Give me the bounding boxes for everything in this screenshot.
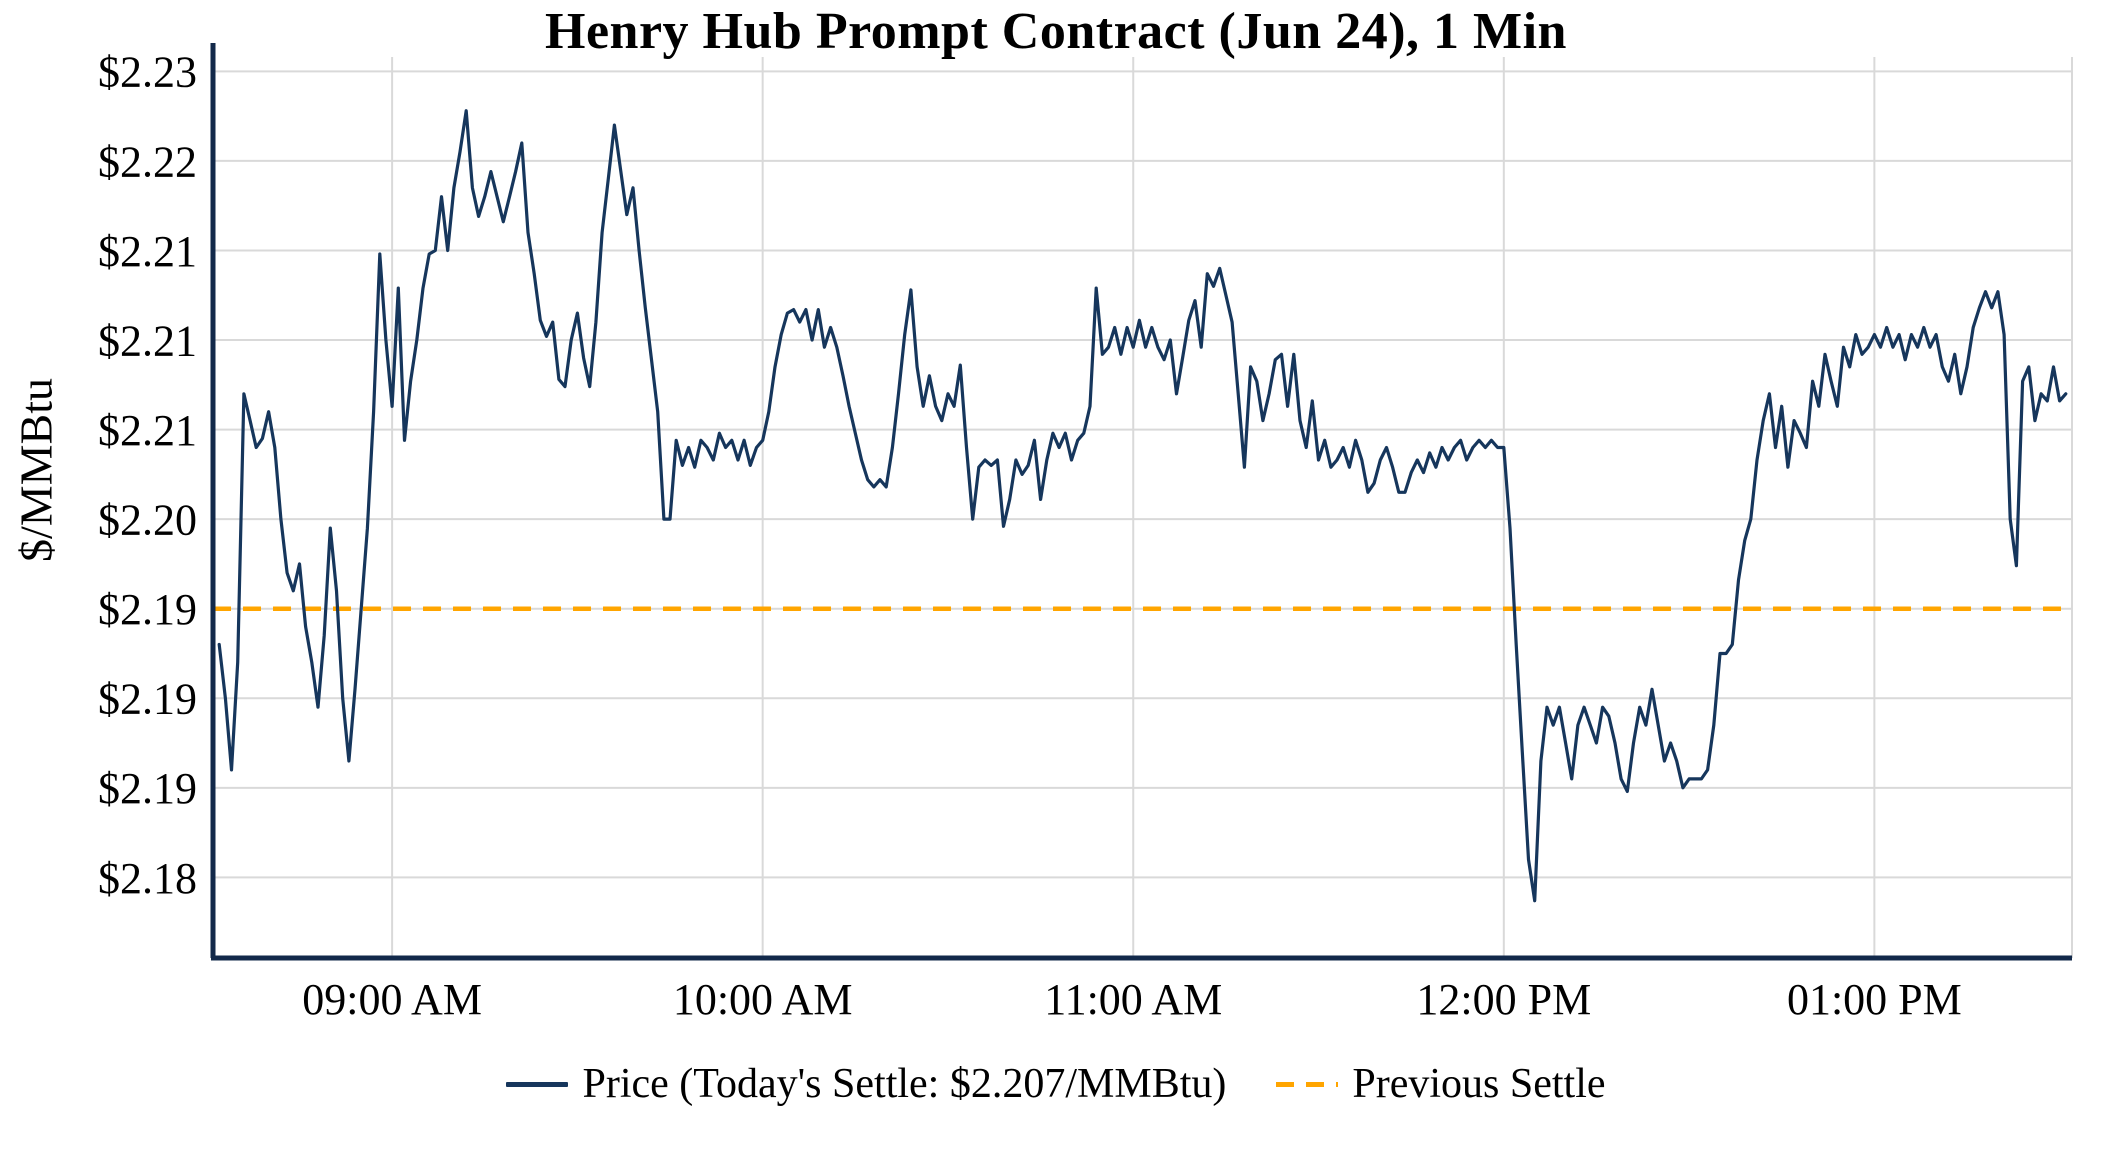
y-tick-label: $2.22 (98, 137, 197, 186)
price-chart: $2.23 $2.22 $2.21 $2.21 $2.21 $2.20 $2.19 $2.19… (98, 43, 2073, 1024)
x-tick-label: 09:00 AM (302, 975, 482, 1024)
x-tick-label: 11:00 AM (1044, 975, 1222, 1024)
y-tick-label: $2.20 (98, 496, 197, 545)
legend: Price (Today's Settle: $2.207/MMBtu) Pre… (0, 1058, 2112, 1110)
y-tick-label: $2.21 (98, 406, 197, 455)
previous-settle-swatch (1276, 1081, 1339, 1087)
y-tick-label: $2.19 (98, 585, 197, 634)
y-tick-label: $2.18 (98, 854, 197, 903)
y-tick-label: $2.19 (98, 764, 197, 813)
y-tick-label: $2.19 (98, 675, 197, 724)
price-legend-label: Price (Today's Settle: $2.207/MMBtu) (582, 1061, 1227, 1107)
y-tick-label: $2.21 (98, 227, 197, 276)
price-line-swatch (506, 1081, 569, 1087)
y-tick-label: $2.21 (98, 316, 197, 365)
x-tick-label: 01:00 PM (1787, 975, 1962, 1024)
chart-title: Henry Hub Prompt Contract (Jun 24), 1 Mi… (545, 3, 1567, 60)
previous-settle-legend-label: Previous Settle (1352, 1061, 1606, 1107)
x-tick-label: 12:00 PM (1416, 975, 1591, 1024)
price-series-line (217, 109, 2068, 903)
x-tick-label: 10:00 AM (673, 975, 853, 1024)
y-tick-label: $2.23 (98, 48, 197, 97)
